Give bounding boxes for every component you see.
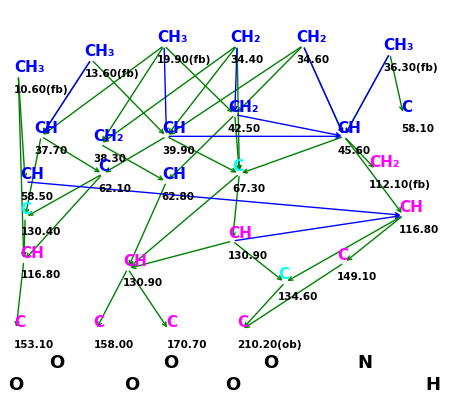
Text: O: O (163, 354, 179, 372)
Text: C: C (237, 315, 248, 330)
Text: CH₂: CH₂ (228, 100, 259, 114)
Text: H: H (425, 376, 440, 394)
Text: 62.10: 62.10 (98, 184, 131, 193)
Text: C: C (166, 315, 178, 330)
Text: CH: CH (20, 246, 45, 261)
Text: 153.10: 153.10 (14, 340, 54, 350)
Text: CH₃: CH₃ (14, 60, 44, 75)
Text: 116.80: 116.80 (399, 225, 439, 235)
Text: CH: CH (123, 253, 147, 269)
Text: 170.70: 170.70 (166, 340, 207, 350)
Text: 130.40: 130.40 (20, 227, 61, 237)
Text: CH₂: CH₂ (369, 155, 400, 170)
Text: 210.20(ob): 210.20(ob) (237, 340, 302, 350)
Text: O: O (225, 376, 240, 394)
Text: CH: CH (34, 121, 58, 136)
Text: CH₃: CH₃ (383, 38, 413, 54)
Text: C: C (337, 248, 348, 263)
Text: 62.80: 62.80 (162, 191, 195, 202)
Text: C: C (20, 202, 32, 217)
Text: CH: CH (399, 200, 423, 215)
Text: 39.90: 39.90 (162, 146, 195, 156)
Text: CH₂: CH₂ (296, 31, 327, 46)
Text: 10.60(fb): 10.60(fb) (14, 85, 68, 95)
Text: O: O (8, 376, 24, 394)
Text: 149.10: 149.10 (337, 272, 378, 283)
Text: 36.30(fb): 36.30(fb) (383, 63, 438, 73)
Text: O: O (125, 376, 140, 394)
Text: C: C (98, 159, 109, 174)
Text: 13.60(fb): 13.60(fb) (85, 69, 139, 79)
Text: 38.30: 38.30 (93, 154, 126, 164)
Text: CH₂: CH₂ (230, 31, 261, 46)
Text: N: N (357, 354, 372, 372)
Text: 158.00: 158.00 (93, 340, 134, 350)
Text: 42.50: 42.50 (228, 125, 261, 134)
Text: CH: CH (337, 121, 361, 136)
Text: CH₃: CH₃ (157, 31, 188, 46)
Text: C: C (401, 100, 412, 114)
Text: O: O (49, 354, 65, 372)
Text: 19.90(fb): 19.90(fb) (157, 55, 212, 65)
Text: 112.10(fb): 112.10(fb) (369, 180, 431, 190)
Text: 134.60: 134.60 (278, 292, 319, 302)
Text: 130.90: 130.90 (228, 251, 268, 261)
Text: 58.50: 58.50 (20, 191, 53, 202)
Text: 34.60: 34.60 (296, 55, 329, 65)
Text: O: O (264, 354, 279, 372)
Text: 130.90: 130.90 (123, 278, 163, 289)
Text: 34.40: 34.40 (230, 55, 264, 65)
Text: 45.60: 45.60 (337, 146, 371, 156)
Text: C: C (14, 315, 25, 330)
Text: CH: CH (162, 121, 186, 136)
Text: C: C (232, 159, 244, 174)
Text: CH₂: CH₂ (93, 129, 124, 144)
Text: CH₃: CH₃ (85, 44, 115, 59)
Text: 37.70: 37.70 (34, 146, 67, 156)
Text: C: C (93, 315, 105, 330)
Text: CH: CH (20, 167, 45, 182)
Text: CH: CH (228, 226, 252, 241)
Text: 67.30: 67.30 (232, 184, 266, 193)
Text: C: C (278, 268, 289, 283)
Text: 58.10: 58.10 (401, 125, 434, 134)
Text: 116.80: 116.80 (20, 270, 61, 280)
Text: CH: CH (162, 167, 186, 182)
